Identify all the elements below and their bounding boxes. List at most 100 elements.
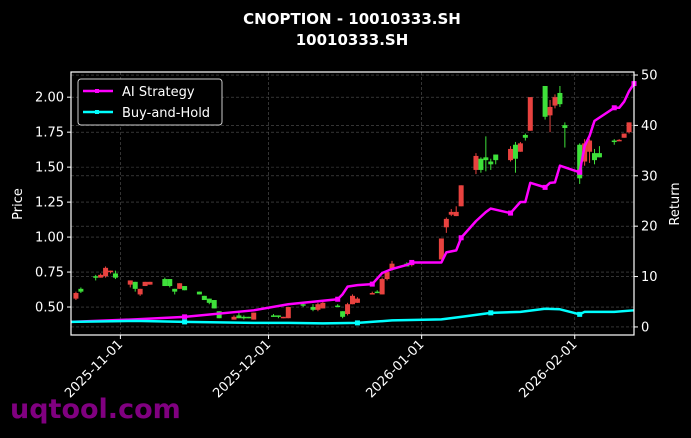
candle-body [453,211,459,217]
candle-body [78,288,84,292]
y-tick-label: 1.50 [35,161,64,176]
ai-strategy-marker [458,235,464,241]
candle-body [626,122,632,133]
candle-body [596,153,602,158]
candle-body [379,279,385,295]
buy-and-hold-marker [488,310,494,316]
candle-body [527,97,533,131]
legend-ai-strategy: AI Strategy [122,85,195,100]
candle-body [517,143,523,152]
candle-body [172,288,178,292]
candle-body [142,281,148,287]
candle-body [369,293,375,295]
candle-body [103,267,109,277]
ai-strategy-marker [409,259,415,265]
candle-body [241,316,247,319]
candle-body [552,97,558,106]
candle-body [512,144,518,159]
y-tick-label: 1.00 [35,231,64,246]
y2-tick-label: 20 [641,220,658,235]
candle-body [320,302,326,309]
ai-strategy-marker [182,314,188,320]
candle-body [488,161,494,165]
candle-body [196,291,202,295]
candle-body [335,305,341,308]
candle-body [270,315,276,317]
candle-body [206,298,212,303]
candle-body [542,85,548,117]
ai-strategy-marker [335,296,341,302]
candle-body [201,295,207,301]
candle-body [231,316,237,320]
y-tick-label: 1.75 [35,126,64,141]
candle-body [310,307,316,310]
candle-body [374,291,380,294]
y2-tick-label: 10 [641,270,658,285]
candle-body [112,273,118,278]
candle-body [438,238,444,260]
y-tick-label: 1.25 [35,196,64,211]
ai-strategy-marker [611,105,617,111]
candle-body [483,157,489,161]
ai-strategy-marker [542,184,548,190]
y2-axis-label: Return [668,182,683,225]
candle-body [508,148,514,161]
candle-body [384,272,390,280]
candle-body [458,185,464,207]
candle-body [315,304,321,310]
candle-body [236,315,242,319]
candle-body [147,281,153,285]
y-tick-label: 0.75 [35,266,64,281]
y-tick-label: 0.50 [35,301,64,316]
y2-tick-label: 50 [641,69,658,84]
grid [71,72,634,335]
candle-body [177,283,183,289]
candle-body [132,281,138,289]
buy-and-hold-marker [354,320,360,326]
candle-body [611,140,617,143]
candle-body [251,312,257,320]
chart-title: CNOPTION - 10010333.SH [243,10,461,28]
ai-strategy-marker [508,210,514,216]
candle-body [443,218,449,228]
return-lines [70,81,637,326]
chart-subtitle: 10010333.SH [296,31,409,49]
candle-body [587,140,593,152]
candle-body [478,158,484,170]
candle-body [621,133,627,138]
candle-body [98,274,104,278]
candle-body [354,298,360,303]
candle-body [616,139,622,142]
y2-tick-label: 40 [641,119,658,134]
candle-body [285,307,291,319]
candle-body [577,144,583,179]
candle-body [473,155,479,170]
candle-body [591,153,597,161]
candle-body [73,293,79,299]
candle-body [557,92,563,105]
y2-tick-label: 30 [641,169,658,184]
plot-frame [70,71,635,336]
candle-body [275,315,281,317]
y2-tick-label: 0 [641,320,649,335]
candle-body [280,316,286,319]
y-axis-label: Price [11,188,26,220]
candle-body [340,311,346,317]
candle-body [522,134,528,138]
buy-and-hold-marker [577,311,583,317]
candle-body [448,211,454,215]
candle-body [345,304,351,315]
candle-body [182,286,188,291]
legend: AI Strategy Buy-and-Hold [77,78,223,126]
candle-body [211,300,217,309]
watermark: uqtool.com [10,394,181,425]
candle-body [246,316,252,319]
candle-body [162,279,168,287]
legend-buy-and-hold: Buy-and-Hold [122,106,210,121]
ai-strategy-marker [369,281,375,287]
candle-body [108,270,114,273]
buy-and-hold-marker [182,319,188,325]
candle-body [127,280,133,285]
candle-body [167,279,173,287]
